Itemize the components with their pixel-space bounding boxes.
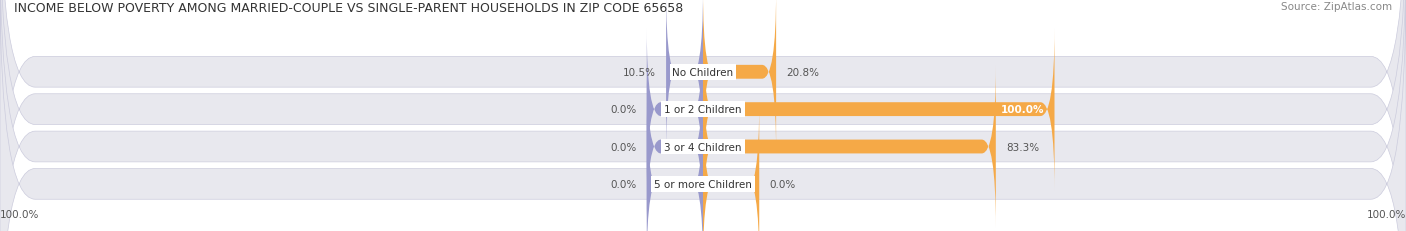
Text: 5 or more Children: 5 or more Children xyxy=(654,179,752,189)
Text: 10.5%: 10.5% xyxy=(623,67,655,77)
Text: Source: ZipAtlas.com: Source: ZipAtlas.com xyxy=(1281,2,1392,12)
FancyBboxPatch shape xyxy=(703,0,776,153)
FancyBboxPatch shape xyxy=(647,103,703,231)
Text: INCOME BELOW POVERTY AMONG MARRIED-COUPLE VS SINGLE-PARENT HOUSEHOLDS IN ZIP COD: INCOME BELOW POVERTY AMONG MARRIED-COUPL… xyxy=(14,2,683,15)
Text: 20.8%: 20.8% xyxy=(787,67,820,77)
FancyBboxPatch shape xyxy=(703,29,1054,190)
Text: 100.0%: 100.0% xyxy=(1001,105,1043,115)
FancyBboxPatch shape xyxy=(703,66,995,228)
FancyBboxPatch shape xyxy=(666,0,703,153)
Text: 3 or 4 Children: 3 or 4 Children xyxy=(664,142,742,152)
FancyBboxPatch shape xyxy=(703,103,759,231)
Text: No Children: No Children xyxy=(672,67,734,77)
Text: 0.0%: 0.0% xyxy=(610,142,637,152)
Text: 83.3%: 83.3% xyxy=(1007,142,1039,152)
FancyBboxPatch shape xyxy=(647,66,703,228)
Text: 0.0%: 0.0% xyxy=(610,179,637,189)
Text: 100.0%: 100.0% xyxy=(0,209,39,219)
Text: 0.0%: 0.0% xyxy=(770,179,796,189)
Text: 100.0%: 100.0% xyxy=(1367,209,1406,219)
Text: 0.0%: 0.0% xyxy=(610,105,637,115)
Text: 1 or 2 Children: 1 or 2 Children xyxy=(664,105,742,115)
FancyBboxPatch shape xyxy=(647,29,703,190)
